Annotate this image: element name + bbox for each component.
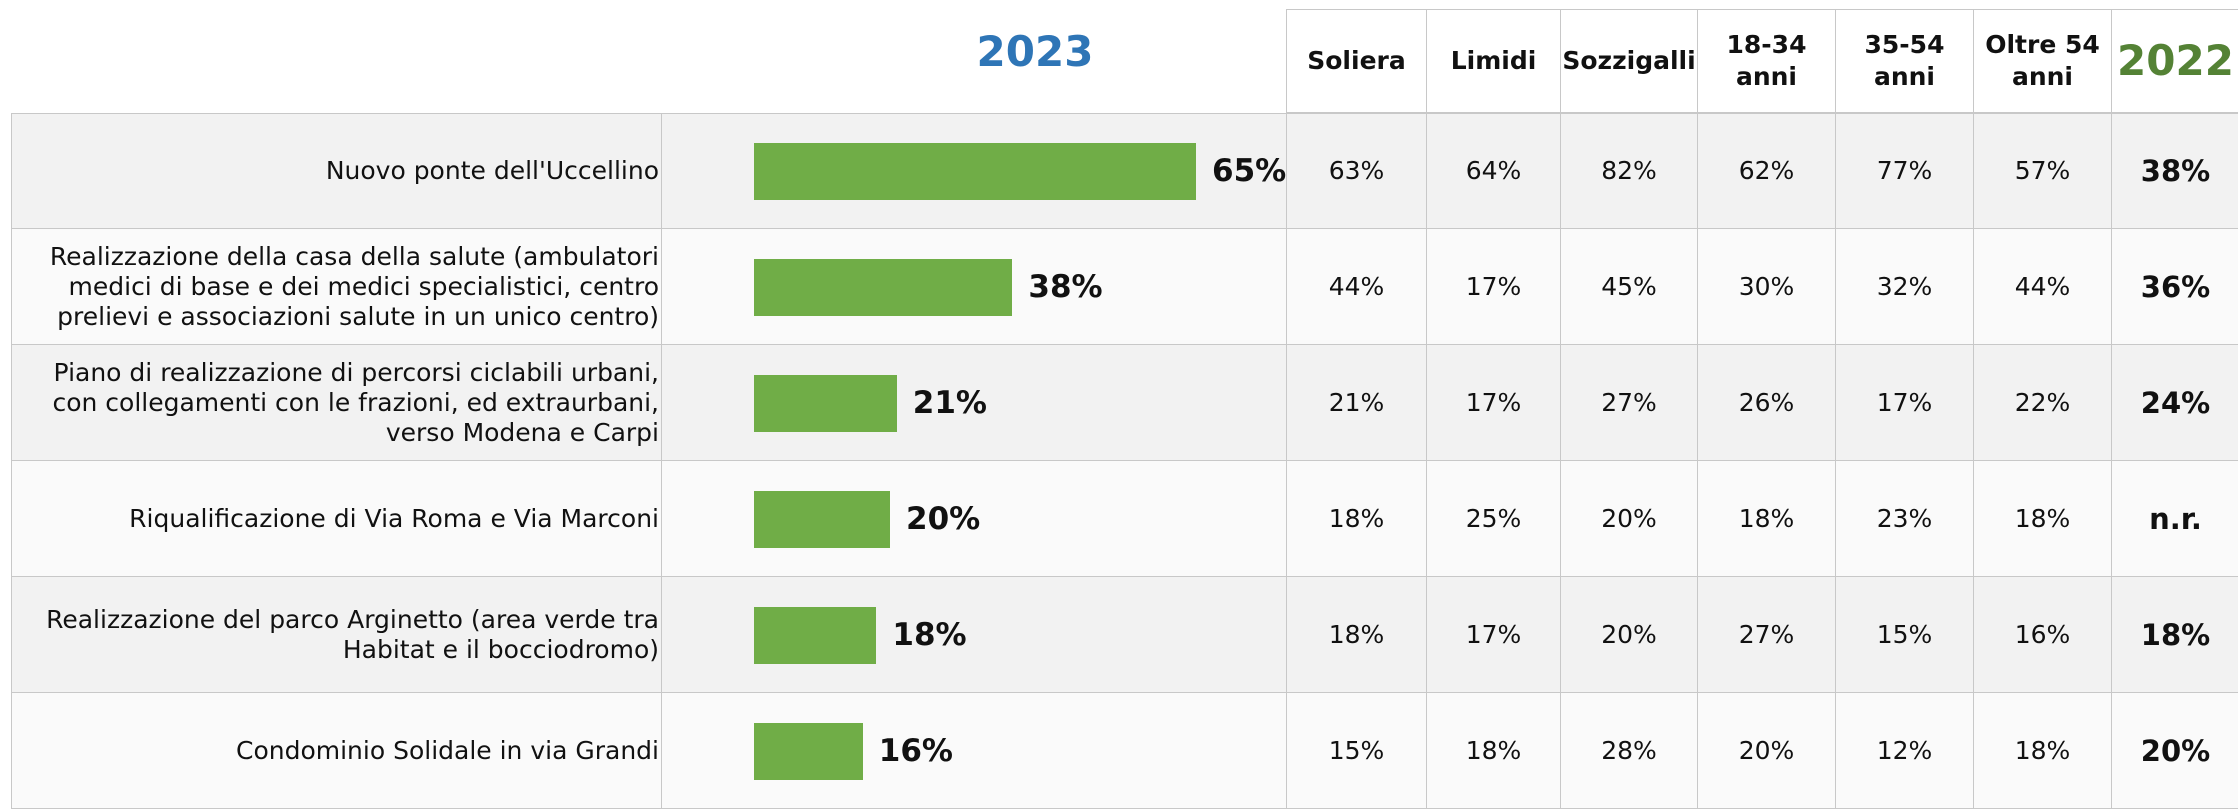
bar bbox=[754, 606, 877, 664]
table-cell: 22% bbox=[1973, 345, 2111, 461]
table-cell: 18% bbox=[1697, 461, 1835, 577]
bar bbox=[754, 490, 890, 548]
row-label: Condominio Solidale in via Grandi bbox=[11, 693, 661, 809]
column-header: Oltre 54 anni bbox=[1973, 9, 2111, 113]
table-cell: 26% bbox=[1697, 345, 1835, 461]
value-2022: 20% bbox=[2111, 693, 2238, 809]
table-cell: 18% bbox=[1973, 693, 2111, 809]
row-label: Realizzazione della casa della salute (a… bbox=[11, 229, 661, 345]
table-cell: 23% bbox=[1835, 461, 1973, 577]
value-label: 65% bbox=[1212, 153, 1287, 189]
value-2022: 18% bbox=[2111, 577, 2238, 693]
table-cell: 20% bbox=[1560, 577, 1697, 693]
table-cell: 57% bbox=[1973, 113, 2111, 229]
table-cell: 77% bbox=[1835, 113, 1973, 229]
value-label: 21% bbox=[912, 385, 987, 421]
table-cell: 45% bbox=[1560, 229, 1697, 345]
value-2022: 38% bbox=[2111, 113, 2238, 229]
value-2022: 24% bbox=[2111, 345, 2238, 461]
table-cell: 15% bbox=[1286, 693, 1426, 809]
table-cell: 27% bbox=[1560, 345, 1697, 461]
table-cell: 62% bbox=[1697, 113, 1835, 229]
value-2022: n.r. bbox=[2111, 461, 2238, 577]
table-cell: 64% bbox=[1426, 113, 1560, 229]
value-2022: 36% bbox=[2111, 229, 2238, 345]
table-cell: 18% bbox=[1286, 577, 1426, 693]
table-cell: 17% bbox=[1426, 577, 1560, 693]
bar-cell bbox=[661, 345, 1286, 461]
column-header: Soliera bbox=[1286, 9, 1426, 113]
bar bbox=[754, 374, 897, 432]
bar-cell bbox=[661, 229, 1286, 345]
table-cell: 25% bbox=[1426, 461, 1560, 577]
bar bbox=[754, 258, 1013, 316]
table-cell: 20% bbox=[1697, 693, 1835, 809]
bar-cell bbox=[661, 461, 1286, 577]
column-header: Limidi bbox=[1426, 9, 1560, 113]
row-label: Nuovo ponte dell'Uccellino bbox=[11, 113, 661, 229]
table-cell: 16% bbox=[1973, 577, 2111, 693]
value-label: 16% bbox=[878, 733, 953, 769]
column-header: Sozzigalli bbox=[1560, 9, 1697, 113]
table-cell: 17% bbox=[1426, 345, 1560, 461]
table-cell: 21% bbox=[1286, 345, 1426, 461]
bar bbox=[754, 142, 1196, 200]
row-background bbox=[11, 229, 2238, 345]
table-cell: 15% bbox=[1835, 577, 1973, 693]
table-cell: 32% bbox=[1835, 229, 1973, 345]
row-background bbox=[11, 577, 2238, 693]
table-cell: 20% bbox=[1560, 461, 1697, 577]
column-header: 35-54 anni bbox=[1835, 9, 1973, 113]
table-cell: 44% bbox=[1973, 229, 2111, 345]
row-label: Riqualificazione di Via Roma e Via Marco… bbox=[11, 461, 661, 577]
table-cell: 12% bbox=[1835, 693, 1973, 809]
title-2023: 2023 bbox=[976, 26, 1094, 76]
value-label: 18% bbox=[892, 617, 967, 653]
value-label: 38% bbox=[1028, 269, 1103, 305]
row-background bbox=[11, 345, 2238, 461]
row-label: Piano di realizzazione di percorsi cicla… bbox=[11, 345, 661, 461]
table-cell: 28% bbox=[1560, 693, 1697, 809]
bar bbox=[754, 722, 863, 780]
row-background bbox=[11, 693, 2238, 809]
bar-cell bbox=[661, 113, 1286, 229]
row-background bbox=[11, 461, 2238, 577]
table-cell: 63% bbox=[1286, 113, 1426, 229]
table-cell: 44% bbox=[1286, 229, 1426, 345]
table-cell: 17% bbox=[1426, 229, 1560, 345]
bar-cell bbox=[661, 577, 1286, 693]
table-cell: 17% bbox=[1835, 345, 1973, 461]
bar-cell bbox=[661, 693, 1286, 809]
table-cell: 82% bbox=[1560, 113, 1697, 229]
table-cell: 18% bbox=[1426, 693, 1560, 809]
table-cell: 18% bbox=[1973, 461, 2111, 577]
column-header: 18-34 anni bbox=[1697, 9, 1835, 113]
column-header-2022: 2022 bbox=[2111, 9, 2238, 113]
table-cell: 30% bbox=[1697, 229, 1835, 345]
value-label: 20% bbox=[906, 501, 981, 537]
table-cell: 27% bbox=[1697, 577, 1835, 693]
row-label: Realizzazione del parco Arginetto (area … bbox=[11, 577, 661, 693]
table-cell: 18% bbox=[1286, 461, 1426, 577]
